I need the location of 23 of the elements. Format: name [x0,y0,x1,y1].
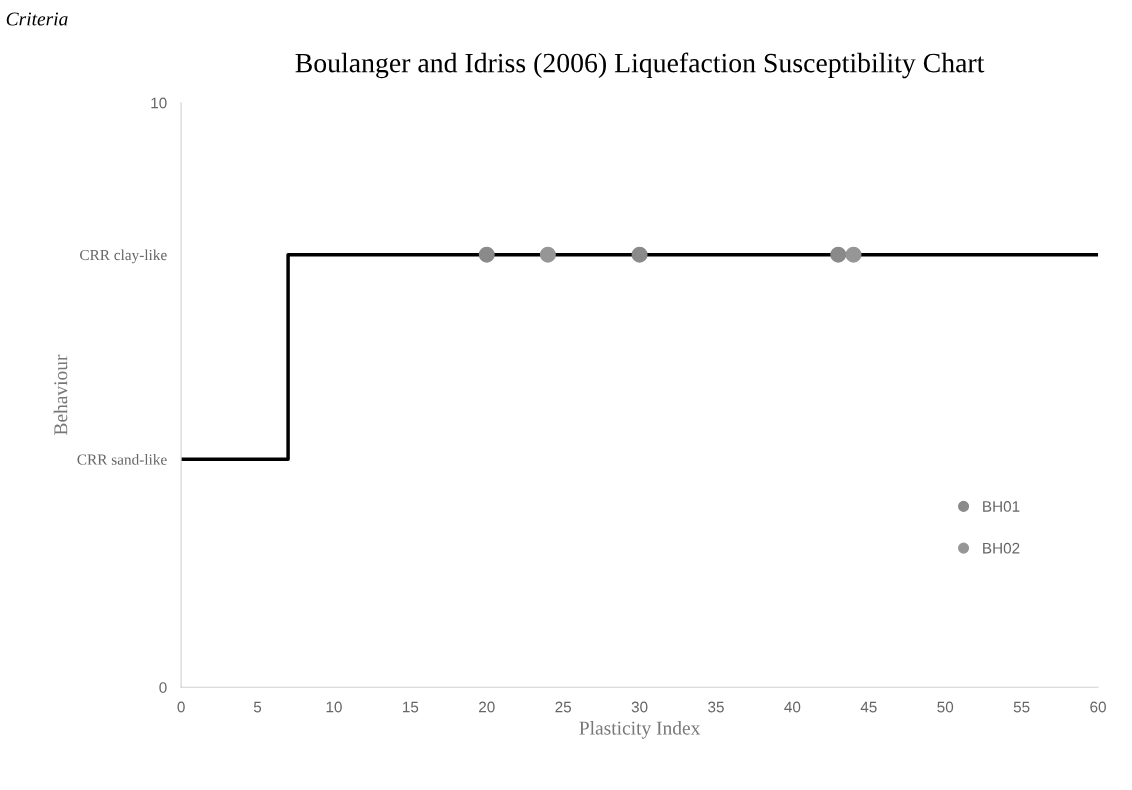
legend-label: BH02 [983,542,1020,554]
y-tick-label: CRR clay-like [80,249,167,264]
x-tick-label: 20 [479,701,495,713]
x-tick-label: 45 [860,701,877,713]
y-tick-label: 0 [159,682,167,693]
x-tick-label: 5 [253,701,262,713]
x-tick-label: 60 [1090,701,1106,713]
x-tick-label: 0 [177,701,185,713]
x-axis-title: Plasticity Index [579,720,701,739]
x-tick-label: 40 [784,701,801,713]
chart-title: Boulanger and Idriss (2006) Liquefaction Susceptibility Chart [295,52,985,79]
y-tick-label: CRR sand-like [77,454,167,465]
text: Criteria [6,12,68,26]
legend-label: BH01 [983,501,1020,512]
x-tick-label: 50 [937,701,954,713]
x-tick-label: 25 [555,701,572,713]
x-tick-label: 30 [631,701,648,713]
x-tick-label: 15 [403,701,419,713]
x-tick-label: 10 [326,701,342,713]
x-tick-label: 35 [708,701,724,713]
y-axis-title: Behaviour [53,354,68,435]
x-tick-label: 55 [1013,701,1030,713]
y-tick-label: 10 [151,97,167,109]
